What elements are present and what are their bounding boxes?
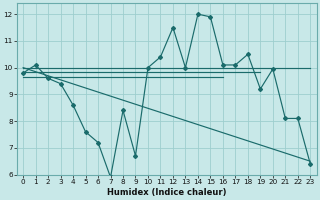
- X-axis label: Humidex (Indice chaleur): Humidex (Indice chaleur): [107, 188, 227, 197]
